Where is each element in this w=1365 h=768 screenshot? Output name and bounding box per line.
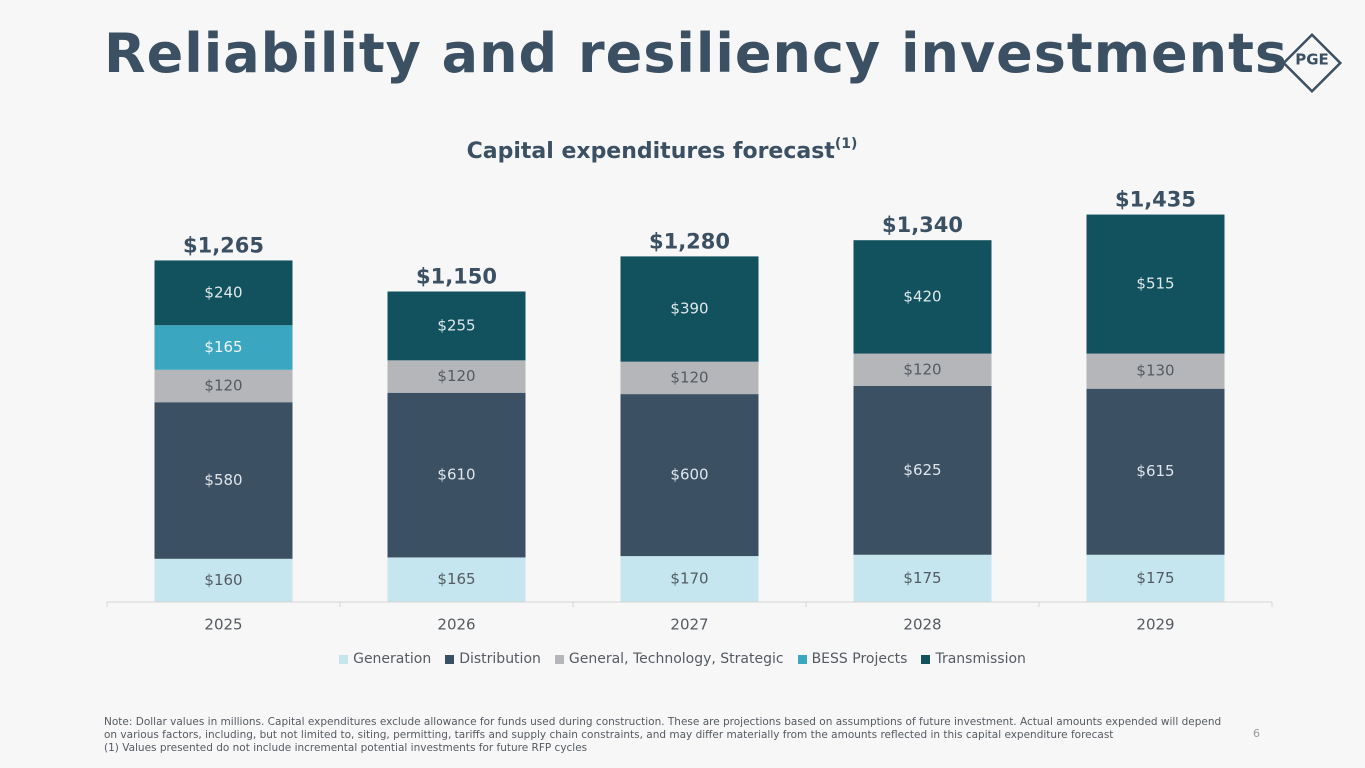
bar-segment (154, 369, 293, 403)
data-label: $615 (1136, 462, 1174, 480)
bar-segment (154, 402, 293, 559)
bar-segment (387, 360, 526, 393)
bar-segment (1086, 214, 1225, 354)
bar-segment (620, 361, 759, 395)
legend-swatch (797, 654, 807, 664)
bar-segment (853, 240, 992, 354)
total-label: $1,150 (416, 265, 497, 289)
data-label: $120 (903, 360, 941, 378)
bar-segment (154, 260, 293, 326)
chart-title-text: Capital expenditures forecast (467, 139, 836, 164)
footnote-line: on various factors, including, but not l… (104, 729, 1114, 741)
total-label: $1,435 (1115, 188, 1196, 212)
legend-label: Distribution (459, 651, 541, 667)
total-label: $1,340 (882, 213, 963, 237)
data-label: $120 (204, 377, 242, 395)
bar-segment (1086, 353, 1225, 389)
chart-title-note: (1) (835, 136, 858, 152)
footnote-line: (1) Values presented do not include incr… (104, 742, 588, 754)
chart-title: Capital expenditures forecast(1) (467, 136, 858, 164)
bar-segment (154, 325, 293, 370)
bar-segment (620, 394, 759, 557)
data-label: $515 (1136, 275, 1174, 293)
x-tick-label: 2025 (204, 616, 242, 634)
slide-title: Reliability and resiliency investments (104, 22, 1289, 85)
bar-segment (387, 392, 526, 558)
footnotes: Note: Dollar values in millions. Capital… (104, 716, 1221, 755)
legend-label: Generation (353, 651, 432, 667)
data-label: $600 (670, 466, 708, 484)
bar-segment (387, 557, 526, 602)
legend-item: General, Technology, Strategic (554, 651, 784, 667)
data-label: $165 (437, 570, 475, 588)
total-label: $1,265 (183, 233, 264, 257)
x-tick-label: 2028 (903, 616, 941, 634)
footnote-line: Note: Dollar values in millions. Capital… (104, 716, 1222, 728)
data-label: $240 (204, 283, 242, 301)
data-label: $130 (1136, 362, 1174, 380)
data-label: $165 (204, 338, 242, 356)
bar-segment (620, 556, 759, 602)
page-number: 6 (1253, 727, 1260, 740)
legend: Generation Distribution General, Technolog… (0, 651, 1365, 667)
total-label: $1,280 (649, 229, 730, 253)
data-label: $120 (670, 368, 708, 386)
bar-segment (387, 291, 526, 361)
legend-swatch (339, 654, 349, 664)
x-tick-label: 2029 (1136, 616, 1174, 634)
legend-label: General, Technology, Strategic (568, 651, 784, 667)
bar-segment (620, 256, 759, 362)
legend-label: Transmission (935, 651, 1026, 667)
logo-text: PGE (1295, 51, 1329, 69)
legend-item: Distribution (445, 651, 541, 667)
legend-item: BESS Projects (797, 651, 908, 667)
x-tick-label: 2027 (670, 616, 708, 634)
legend-swatch (445, 654, 455, 664)
bar-segment (853, 554, 992, 602)
data-label: $175 (903, 569, 941, 587)
data-label: $120 (437, 367, 475, 385)
bar-segment (154, 558, 293, 602)
legend-item: Transmission (921, 651, 1026, 667)
data-label: $580 (204, 471, 242, 489)
data-label: $625 (903, 461, 941, 479)
data-label: $175 (1136, 569, 1174, 587)
data-label: $255 (437, 316, 475, 334)
data-label: $170 (670, 570, 708, 588)
x-tick-label: 2026 (437, 616, 475, 634)
legend-label: BESS Projects (811, 651, 908, 667)
logo: PGE (1281, 32, 1343, 94)
legend-swatch (554, 654, 564, 664)
data-label: $390 (670, 300, 708, 318)
data-label: $610 (437, 466, 475, 484)
data-label: $420 (903, 287, 941, 305)
legend-swatch (921, 654, 931, 664)
bar-segment (1086, 388, 1225, 555)
bar-segment (1086, 554, 1225, 602)
bar-segment (853, 386, 992, 555)
data-label: $160 (204, 571, 242, 589)
legend-item: Generation (339, 651, 431, 667)
bar-segment (853, 353, 992, 386)
